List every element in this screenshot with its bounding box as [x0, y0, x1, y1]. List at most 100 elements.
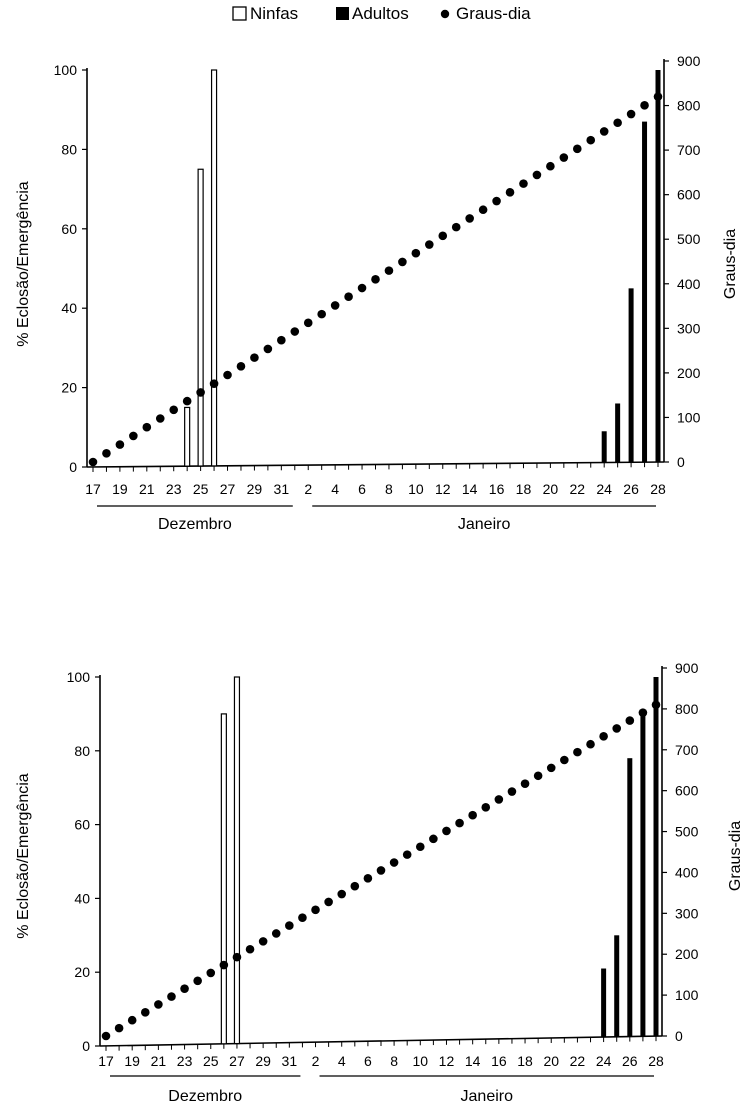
left-y-tick-label: 40: [74, 890, 90, 906]
graus-dia-point: [507, 787, 517, 796]
adultos-bar: [615, 403, 621, 463]
x-tick-label: 10: [408, 481, 424, 497]
graus-dia-point: [438, 231, 448, 241]
graus-dia-point: [196, 388, 205, 397]
x-tick-label: 26: [623, 481, 639, 497]
left-y-axis-title: % Eclosão/Emergência: [15, 181, 32, 347]
graus-dia-point: [311, 905, 320, 915]
graus-dia-point: [290, 327, 300, 336]
right-y-axis-title: Graus-dia: [727, 821, 744, 891]
graus-dia-point: [271, 929, 281, 938]
graus-dia-point: [625, 716, 635, 725]
graus-dia-point: [182, 396, 192, 406]
graus-dia-point: [442, 826, 451, 836]
graus-dia-point: [613, 118, 622, 128]
graus-dia-point: [384, 266, 394, 275]
right-y-tick-label: 700: [675, 742, 699, 758]
x-tick-label: 17: [85, 481, 101, 497]
graus-dia-point: [586, 135, 596, 145]
graus-dia-point: [357, 283, 367, 293]
graus-dia-point: [411, 248, 421, 258]
x-tick-label: 21: [139, 481, 155, 497]
legend-adultos-swatch: [336, 7, 349, 20]
x-tick-label: 8: [385, 481, 393, 497]
right-y-tick-label: 500: [675, 824, 699, 840]
x-tick-label: 28: [650, 481, 666, 497]
graus-dia-point: [481, 803, 491, 812]
month-label-dezembro: Dezembro: [158, 516, 232, 533]
x-tick-label: 19: [124, 1053, 140, 1069]
left-y-tick-label: 0: [82, 1038, 90, 1054]
x-tick-label: 4: [338, 1053, 346, 1069]
graus-dia-point: [599, 732, 608, 741]
x-tick-label: 16: [489, 481, 505, 497]
graus-dia-point: [494, 795, 504, 804]
graus-dia-point: [465, 214, 474, 223]
left-y-tick-label: 80: [74, 743, 90, 759]
graus-dia-point: [298, 913, 307, 923]
chart-top-panel: 0 20 40 60 80 100 0 100 200 300 400 500 600 700 800 900…: [0, 34, 745, 554]
graus-dia-point: [363, 873, 373, 883]
left-y-tick-label: 80: [61, 141, 77, 157]
x-tick-label: 29: [247, 481, 263, 497]
graus-dia-point: [612, 724, 622, 733]
graus-dia-point: [102, 449, 111, 458]
graus-dia-point: [140, 1008, 150, 1017]
graus-dia-point: [115, 440, 125, 449]
ninfas-bar: [197, 168, 204, 467]
right-y-tick-label: 600: [675, 783, 699, 799]
ninfas-bar: [184, 406, 191, 467]
graus-dia-point: [371, 275, 380, 284]
adultos-bar: [653, 677, 659, 1037]
x-tick-label: 29: [255, 1053, 271, 1069]
adultos-bar: [655, 70, 661, 463]
x-tick-label: 12: [435, 481, 451, 497]
graus-dia-point: [398, 257, 407, 267]
graus-dia-point: [653, 92, 663, 101]
legend-graus-dia-marker: [440, 9, 450, 19]
left-y-tick-label: 20: [61, 380, 77, 396]
graus-dia-point: [258, 937, 268, 946]
right-y-tick-label: 200: [675, 946, 699, 962]
graus-dia-point: [232, 952, 242, 962]
graus-dia-point: [114, 1023, 124, 1033]
right-y-tick-label: 600: [677, 187, 701, 203]
graus-dia-point: [127, 1015, 137, 1025]
graus-dia-point: [415, 842, 425, 852]
graus-dia-point: [245, 944, 255, 954]
graus-dia-point: [425, 240, 434, 249]
x-tick-label: 2: [304, 481, 312, 497]
graus-dia-point: [559, 153, 569, 162]
left-y-tick-label: 100: [54, 62, 78, 78]
graus-dia-point: [455, 818, 464, 828]
x-tick-label: 6: [358, 481, 366, 497]
graus-dia-point: [142, 422, 152, 432]
x-tick-label: 22: [569, 481, 585, 497]
right-y-tick-label: 0: [677, 454, 685, 470]
ninfas-bar: [233, 676, 241, 1045]
graus-dia-point: [429, 834, 438, 844]
right-y-tick-label: 200: [677, 365, 701, 381]
x-tick-label: 25: [193, 481, 209, 497]
right-y-tick-label: 800: [675, 701, 699, 717]
graus-dia-point: [285, 921, 294, 930]
graus-dia-point: [519, 179, 528, 188]
graus-dia-point: [638, 708, 648, 717]
graus-dia-point: [236, 362, 246, 371]
legend-ninfas-swatch: [232, 6, 247, 21]
graus-dia-point: [88, 457, 98, 467]
right-y-axis-title: Graus-dia: [722, 229, 739, 299]
x-tick-label: 14: [462, 481, 478, 497]
x-tick-label: 25: [203, 1053, 219, 1069]
graus-dia-point: [478, 205, 488, 215]
adultos-bar: [627, 758, 633, 1037]
graus-dia-point: [389, 858, 399, 867]
adultos-bar: [601, 968, 607, 1038]
x-tick-label: 20: [543, 1053, 559, 1069]
x-tick-label: 20: [543, 481, 559, 497]
x-tick-label: 18: [517, 1053, 533, 1069]
chart-bottom-panel: 0 20 40 60 80 100 0 100 200 300 400 500 600 700 800 900…: [0, 646, 745, 1108]
x-tick-label: 10: [412, 1053, 428, 1069]
x-tick-label: 8: [390, 1053, 398, 1069]
graus-dia-point: [330, 301, 340, 310]
